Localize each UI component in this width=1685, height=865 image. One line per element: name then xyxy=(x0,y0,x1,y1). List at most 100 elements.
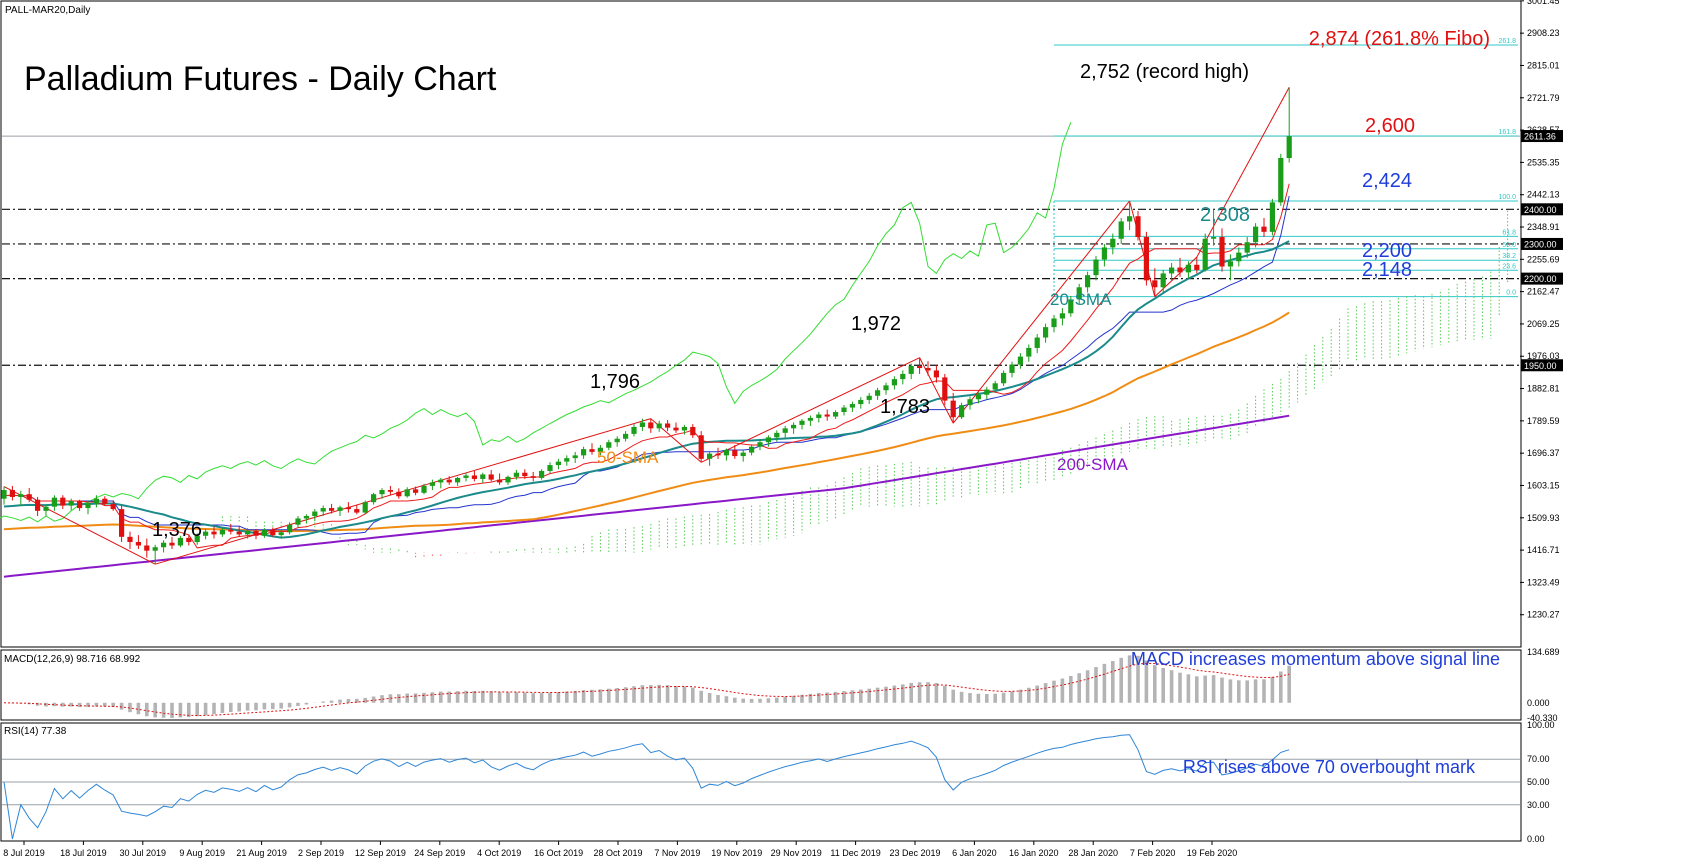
date-tick-label: 24 Sep 2019 xyxy=(414,848,465,858)
candle-body xyxy=(1026,347,1032,357)
annotation-fibo-target: 2,874 (261.8% Fibo) xyxy=(1309,28,1490,50)
price-tick-label: 1789.59 xyxy=(1527,416,1560,426)
date-tick-label: 7 Nov 2019 xyxy=(654,848,700,858)
candle-body xyxy=(463,475,469,478)
rsi-line xyxy=(3,734,1290,840)
price-tick-label: 1416.71 xyxy=(1527,545,1560,555)
candle-body xyxy=(698,435,704,459)
date-tick-label: 8 Jul 2019 xyxy=(3,848,45,858)
fibo-level-label: 61.8 xyxy=(1502,229,1516,236)
candle-body xyxy=(757,442,763,447)
candle-body xyxy=(1,490,7,499)
candle-body xyxy=(656,423,662,429)
candle-body xyxy=(1244,242,1250,253)
candle-body xyxy=(1034,337,1040,348)
candle-body xyxy=(555,461,561,466)
candle-body xyxy=(43,506,49,511)
macd-tick-label: 134.689 xyxy=(1527,647,1560,657)
trend-channel xyxy=(3,87,1290,565)
date-tick-label: 28 Oct 2019 xyxy=(593,848,642,858)
candle-body xyxy=(1236,252,1242,262)
candle-body xyxy=(1227,261,1233,267)
date-tick-label: 29 Nov 2019 xyxy=(771,848,822,858)
candle-body xyxy=(362,502,368,513)
candle-body xyxy=(102,498,108,504)
fibo-level-label: 261.8 xyxy=(1498,38,1516,45)
candle-body xyxy=(665,423,671,428)
candle-body xyxy=(312,511,318,517)
date-tick-label: 30 Jul 2019 xyxy=(120,848,167,858)
candle-body xyxy=(152,547,158,551)
candle-body xyxy=(1160,273,1166,288)
candle-body xyxy=(723,450,729,456)
swing-trend-line xyxy=(1154,256,1198,298)
candle-body xyxy=(967,399,973,406)
candle-body xyxy=(236,531,242,535)
date-tick-label: 21 Aug 2019 xyxy=(236,848,287,858)
date-axis: 8 Jul 2019 18 Jul 2019 30 Jul 2019 9 Aug 20… xyxy=(3,841,1237,858)
label-20-sma: 20-SMA xyxy=(1050,290,1112,309)
candle-body xyxy=(707,453,713,459)
price-tick-label: 1509.93 xyxy=(1527,513,1560,523)
annotation-1376: 1,376 xyxy=(152,519,202,541)
candle-body xyxy=(471,475,477,479)
price-tick-label: 2908.23 xyxy=(1527,28,1560,38)
candle-body xyxy=(421,485,427,493)
candle-body xyxy=(228,529,234,532)
candle-body xyxy=(186,537,192,543)
candle-body xyxy=(782,428,788,433)
candle-body xyxy=(564,458,570,462)
price-tick-label: 1976.03 xyxy=(1527,351,1560,361)
candle-body xyxy=(547,465,553,471)
chart-title: Palladium Futures - Daily Chart xyxy=(24,60,497,98)
rsi-tick-label: 70.00 xyxy=(1527,754,1550,764)
price-box-label: 2400.00 xyxy=(1524,205,1557,215)
candle-body xyxy=(1211,237,1217,239)
candle-body xyxy=(908,365,914,374)
candle-body xyxy=(1101,247,1107,260)
candle-body xyxy=(539,470,545,478)
label-200-sma: 200-SMA xyxy=(1057,455,1129,474)
candle-body xyxy=(110,503,116,510)
candle-body xyxy=(942,377,948,401)
label-50-sma: 50-SMA xyxy=(597,448,659,467)
candle-body xyxy=(253,530,259,536)
annotation-2308: 2,308 xyxy=(1200,204,1250,226)
date-tick-label: 9 Aug 2019 xyxy=(179,848,225,858)
candle-body xyxy=(26,494,32,500)
annotation-2424: 2,424 xyxy=(1362,170,1412,192)
candle-body xyxy=(749,446,755,453)
price-box xyxy=(1521,359,1563,372)
candle-body xyxy=(1009,364,1015,373)
candle-body xyxy=(1194,264,1200,270)
candle-body xyxy=(211,531,217,535)
annotation-record-high: 2,752 (record high) xyxy=(1080,61,1249,83)
macd-indicator: 134.689 0.000 -40.330 xyxy=(3,647,1560,723)
candle-body xyxy=(404,489,410,497)
macd-tick-label: 0.000 xyxy=(1527,698,1550,708)
price-tick-label: 1603.15 xyxy=(1527,480,1560,490)
annotation-2200: 2,200 xyxy=(1362,240,1412,262)
candle-body xyxy=(135,542,141,546)
date-tick-label: 18 Jul 2019 xyxy=(60,848,107,858)
candle-body xyxy=(858,399,864,405)
price-tick-label: 2069.25 xyxy=(1527,319,1560,329)
candle-body xyxy=(505,476,511,483)
price-box-label: 1950.00 xyxy=(1524,361,1557,371)
annotation-2600: 2,600 xyxy=(1365,115,1415,137)
candle-body xyxy=(1169,267,1175,274)
candle-body xyxy=(740,452,746,457)
candle-body xyxy=(597,447,603,452)
rsi-indicator: 100.00 70.00 50.00 30.00 0.00 xyxy=(2,720,1555,844)
macd-header: MACD(12,26,9) 98.716 68.992 xyxy=(4,654,141,665)
candle-body xyxy=(169,542,175,546)
price-tick-label: 2162.47 xyxy=(1527,287,1560,297)
candle-body xyxy=(278,532,284,536)
price-box xyxy=(1521,130,1563,143)
price-tick-label: 2535.35 xyxy=(1527,157,1560,167)
date-tick-label: 12 Sep 2019 xyxy=(355,848,406,858)
candle-body xyxy=(1093,259,1099,276)
candle-body xyxy=(287,524,293,533)
